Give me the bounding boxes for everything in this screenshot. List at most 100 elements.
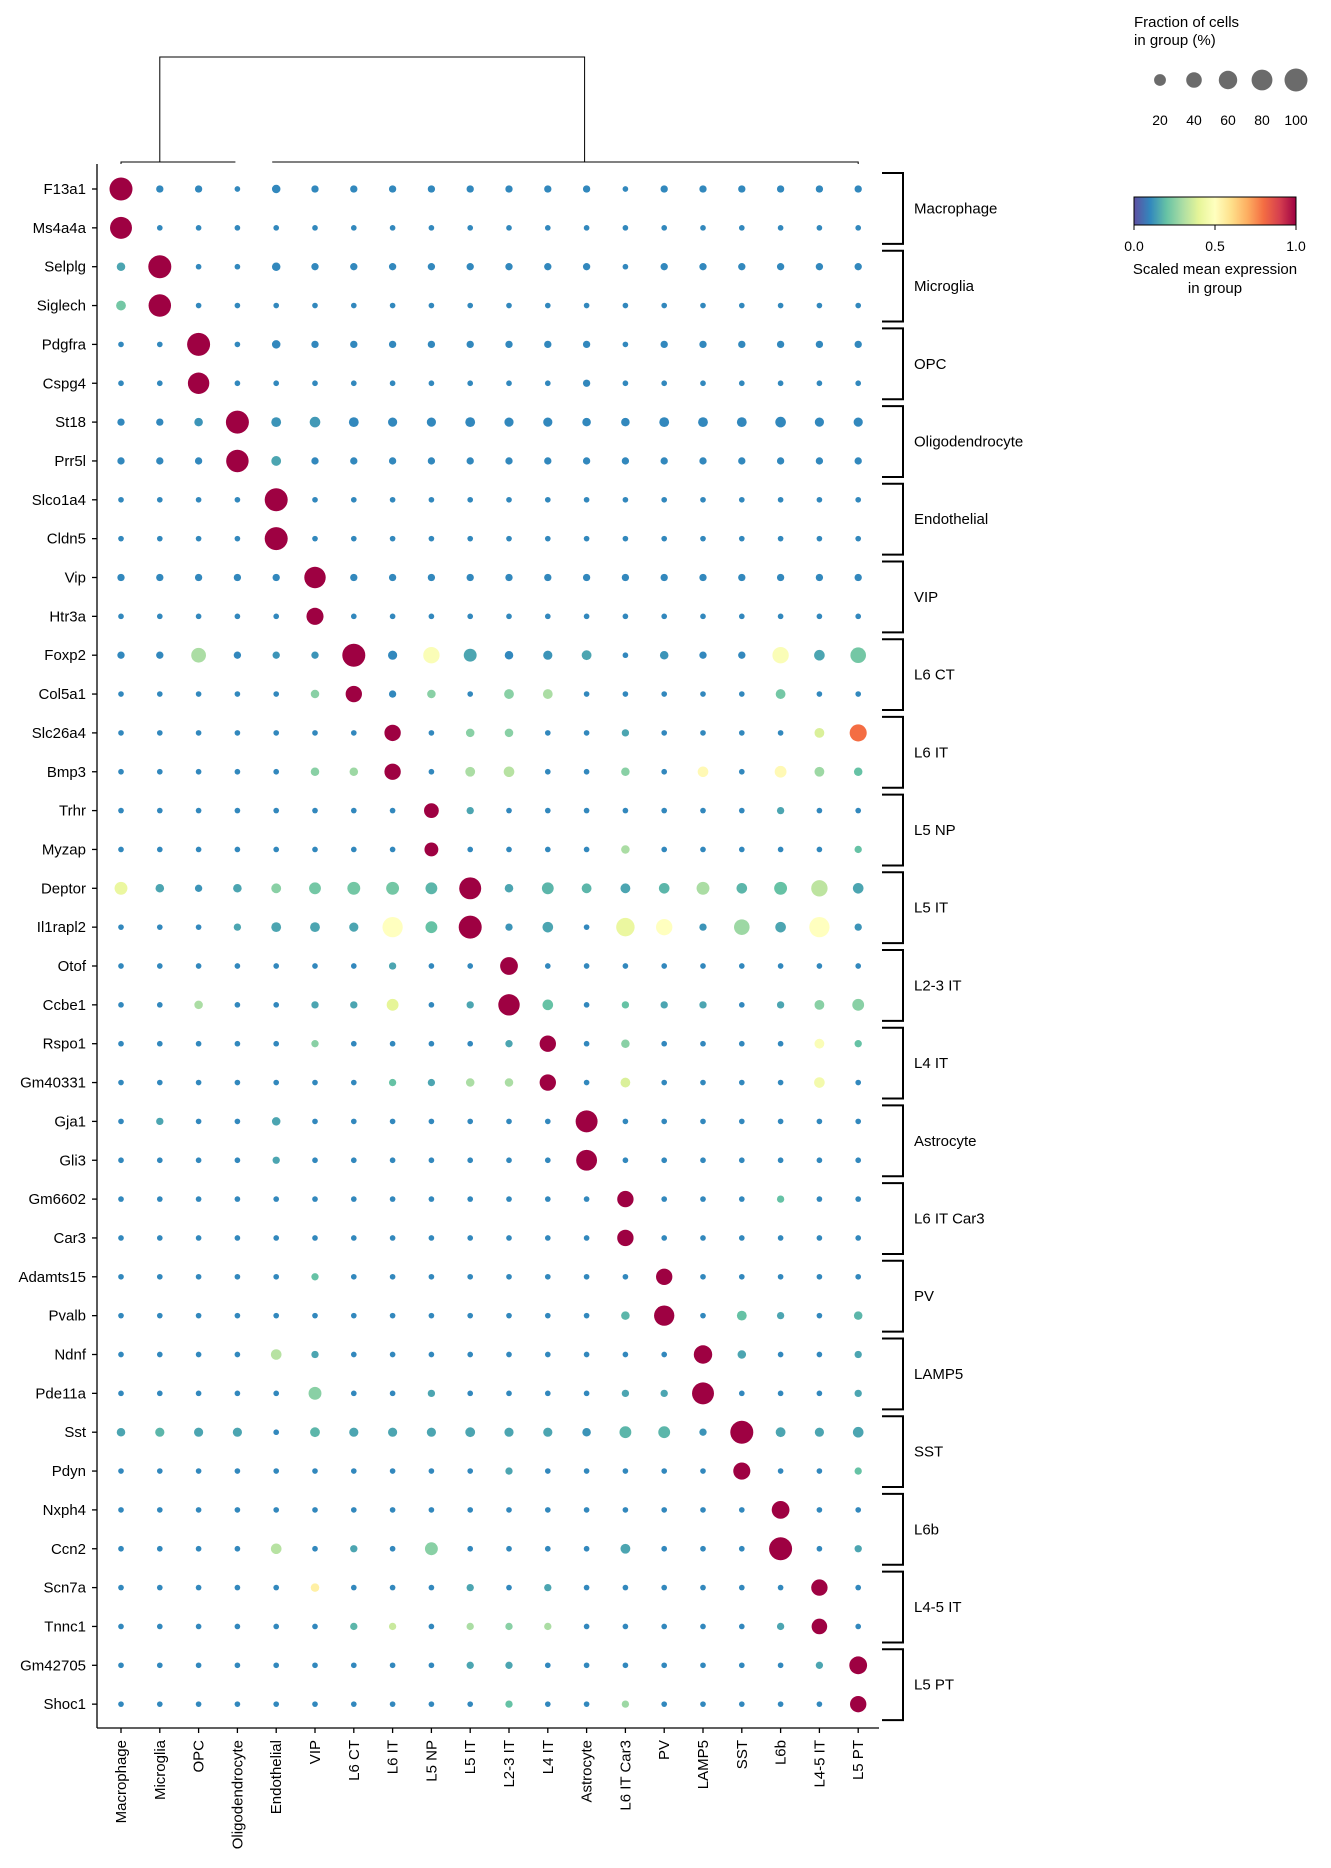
dot-Gm40331-Astrocyte (583, 1079, 590, 1086)
dot-Ccbe1-Endothelial (273, 1002, 280, 1008)
dot-Slco1a4-L5-IT (467, 496, 474, 503)
dot-Gm40331-LAMP5 (700, 1079, 706, 1086)
dot-Gja1-L6-IT-Car3 (622, 1118, 629, 1125)
dot-Ndnf-Endothelial (270, 1349, 282, 1360)
dot-Otof-L6-IT-Car3 (622, 963, 629, 969)
dot-Gm42705-Oligodendrocyte (234, 1662, 241, 1669)
dot-Ccbe1-VIP (311, 1001, 319, 1009)
gene-group-bracket (882, 715, 904, 789)
dot-Tnnc1-L6-IT-Car3 (622, 1623, 629, 1630)
dot-Gm40331-L5-NP (427, 1078, 436, 1087)
dot-Rspo1-Astrocyte (583, 1040, 590, 1047)
dot-Slc26a4-Astrocyte (583, 730, 590, 736)
dot-Otof-VIP (312, 963, 318, 969)
category-label: L4-5 IT (811, 1740, 828, 1788)
dot-Scn7a-Oligodendrocyte (234, 1584, 241, 1591)
dot-Car3-LAMP5 (700, 1235, 706, 1241)
dot-Car3-L6b (777, 1235, 784, 1241)
dot-Pdgfra-Astrocyte (582, 340, 591, 349)
dot-Myzap-L5-IT (467, 846, 474, 853)
dot-Bmp3-Oligodendrocyte (234, 768, 241, 775)
dot-Cldn5-LAMP5 (700, 535, 706, 542)
dot-Ms4a4a-L6-IT (389, 225, 396, 231)
dot-Gm6602-L6b (776, 1195, 785, 1203)
dot-Prr5l-L6-CT (350, 457, 358, 465)
dot-St18-VIP (309, 416, 321, 428)
dot-Trhr-Microglia (156, 807, 163, 814)
dot-Scn7a-OPC (195, 1584, 202, 1591)
dot-Bmp3-L6-CT (349, 767, 359, 777)
gene-group-bracket (882, 1182, 904, 1255)
dot-Pdyn-L6b (777, 1468, 784, 1474)
dot-Pdgfra-L6-IT-Car3 (622, 341, 629, 348)
dot-Htr3a-L5-NP (428, 613, 435, 620)
dot-Pdyn-Endothelial (273, 1468, 280, 1474)
dot-Il1rapl2-LAMP5 (699, 923, 707, 931)
dot-Pdyn-OPC (195, 1468, 202, 1474)
gene-label: Car3 (53, 1230, 86, 1247)
dot-Pdyn-Oligodendrocyte (234, 1468, 241, 1474)
dot-Prr5l-OPC (194, 457, 203, 465)
dot-Tnnc1-L6-CT (350, 1622, 358, 1631)
dot-Myzap-Oligodendrocyte (234, 846, 241, 853)
dot-Gm40331-PV (661, 1079, 668, 1086)
dot-Gja1-L6-CT (350, 1118, 357, 1125)
dot-Htr3a-L6-IT-Car3 (622, 613, 629, 620)
dot-Adamts15-OPC (195, 1273, 202, 1280)
dot-Gm40331-L6b (777, 1079, 784, 1086)
dot-Htr3a-L6b (777, 613, 784, 620)
dot-Foxp2-L5-NP (423, 647, 440, 664)
category-label: L5 NP (423, 1740, 440, 1782)
dot-Prr5l-LAMP5 (699, 457, 707, 465)
dot-Col5a1-L4-5-IT (816, 691, 823, 697)
category-label: Endothelial (268, 1740, 285, 1814)
dot-Gm42705-L2-3-IT (505, 1661, 513, 1669)
dot-Slc26a4-Endothelial (273, 730, 280, 736)
dot-Vip-L6-IT-Car3 (621, 573, 630, 582)
dot-Sst-SST (730, 1420, 754, 1444)
dot-Sst-Microglia (155, 1427, 165, 1437)
dot-Col5a1-L6-CT (345, 685, 362, 703)
gene-group-bracket (882, 1337, 904, 1411)
dot-Gli3-L6-IT-Car3 (622, 1157, 629, 1164)
dot-Slco1a4-VIP (312, 496, 318, 503)
dot-Il1rapl2-L6-IT (382, 917, 403, 938)
gene-group-bracket (882, 327, 904, 401)
dot-Scn7a-L4-IT (544, 1583, 552, 1592)
gene-label: Myzap (42, 841, 86, 858)
dot-Deptor-OPC (194, 884, 203, 892)
dot-Myzap-OPC (195, 846, 202, 853)
dot-Ccbe1-L2-3-IT (498, 994, 520, 1016)
dot-Gm40331-L4-5-IT (814, 1077, 825, 1088)
dot-Slco1a4-Microglia (156, 496, 163, 503)
dot-Foxp2-Macrophage (117, 651, 125, 659)
dot-Cspg4-L4-5-IT (816, 380, 823, 387)
dot-Slc26a4-OPC (195, 730, 202, 736)
dot-Pdyn-L6-IT-Car3 (622, 1468, 629, 1474)
dot-Pdgfra-L5-IT (466, 340, 474, 349)
dot-Gja1-LAMP5 (700, 1118, 706, 1125)
dot-Otof-Endothelial (273, 963, 280, 969)
dot-St18-PV (659, 417, 670, 427)
dot-St18-L4-5-IT (814, 417, 824, 427)
dot-Tnnc1-L4-IT (544, 1622, 552, 1631)
dot-Tnnc1-Microglia (156, 1623, 163, 1630)
dot-Ccn2-L4-IT (544, 1545, 551, 1552)
gene-group-bracket (882, 949, 904, 1022)
dot-Deptor-L5-IT (459, 877, 482, 900)
dot-Pde11a-L5-IT (467, 1390, 474, 1397)
dot-Nxph4-Microglia (156, 1507, 163, 1513)
dot-Ccbe1-L5-NP (428, 1002, 435, 1008)
dot-Il1rapl2-L5-IT (458, 915, 482, 939)
dot-Car3-Macrophage (118, 1235, 124, 1241)
dot-Ndnf-Oligodendrocyte (234, 1351, 241, 1358)
dot-Gm6602-L6-IT (389, 1196, 396, 1202)
dot-Gli3-L6b (777, 1157, 784, 1164)
dot-Gli3-L5-PT (855, 1157, 862, 1164)
dot-Ccbe1-L4-IT (542, 999, 554, 1011)
dot-Htr3a-SST (738, 613, 745, 620)
dot-Adamts15-L4-IT (544, 1273, 551, 1280)
dot-Htr3a-L5-IT (467, 613, 474, 620)
dot-Bmp3-Macrophage (118, 768, 124, 775)
